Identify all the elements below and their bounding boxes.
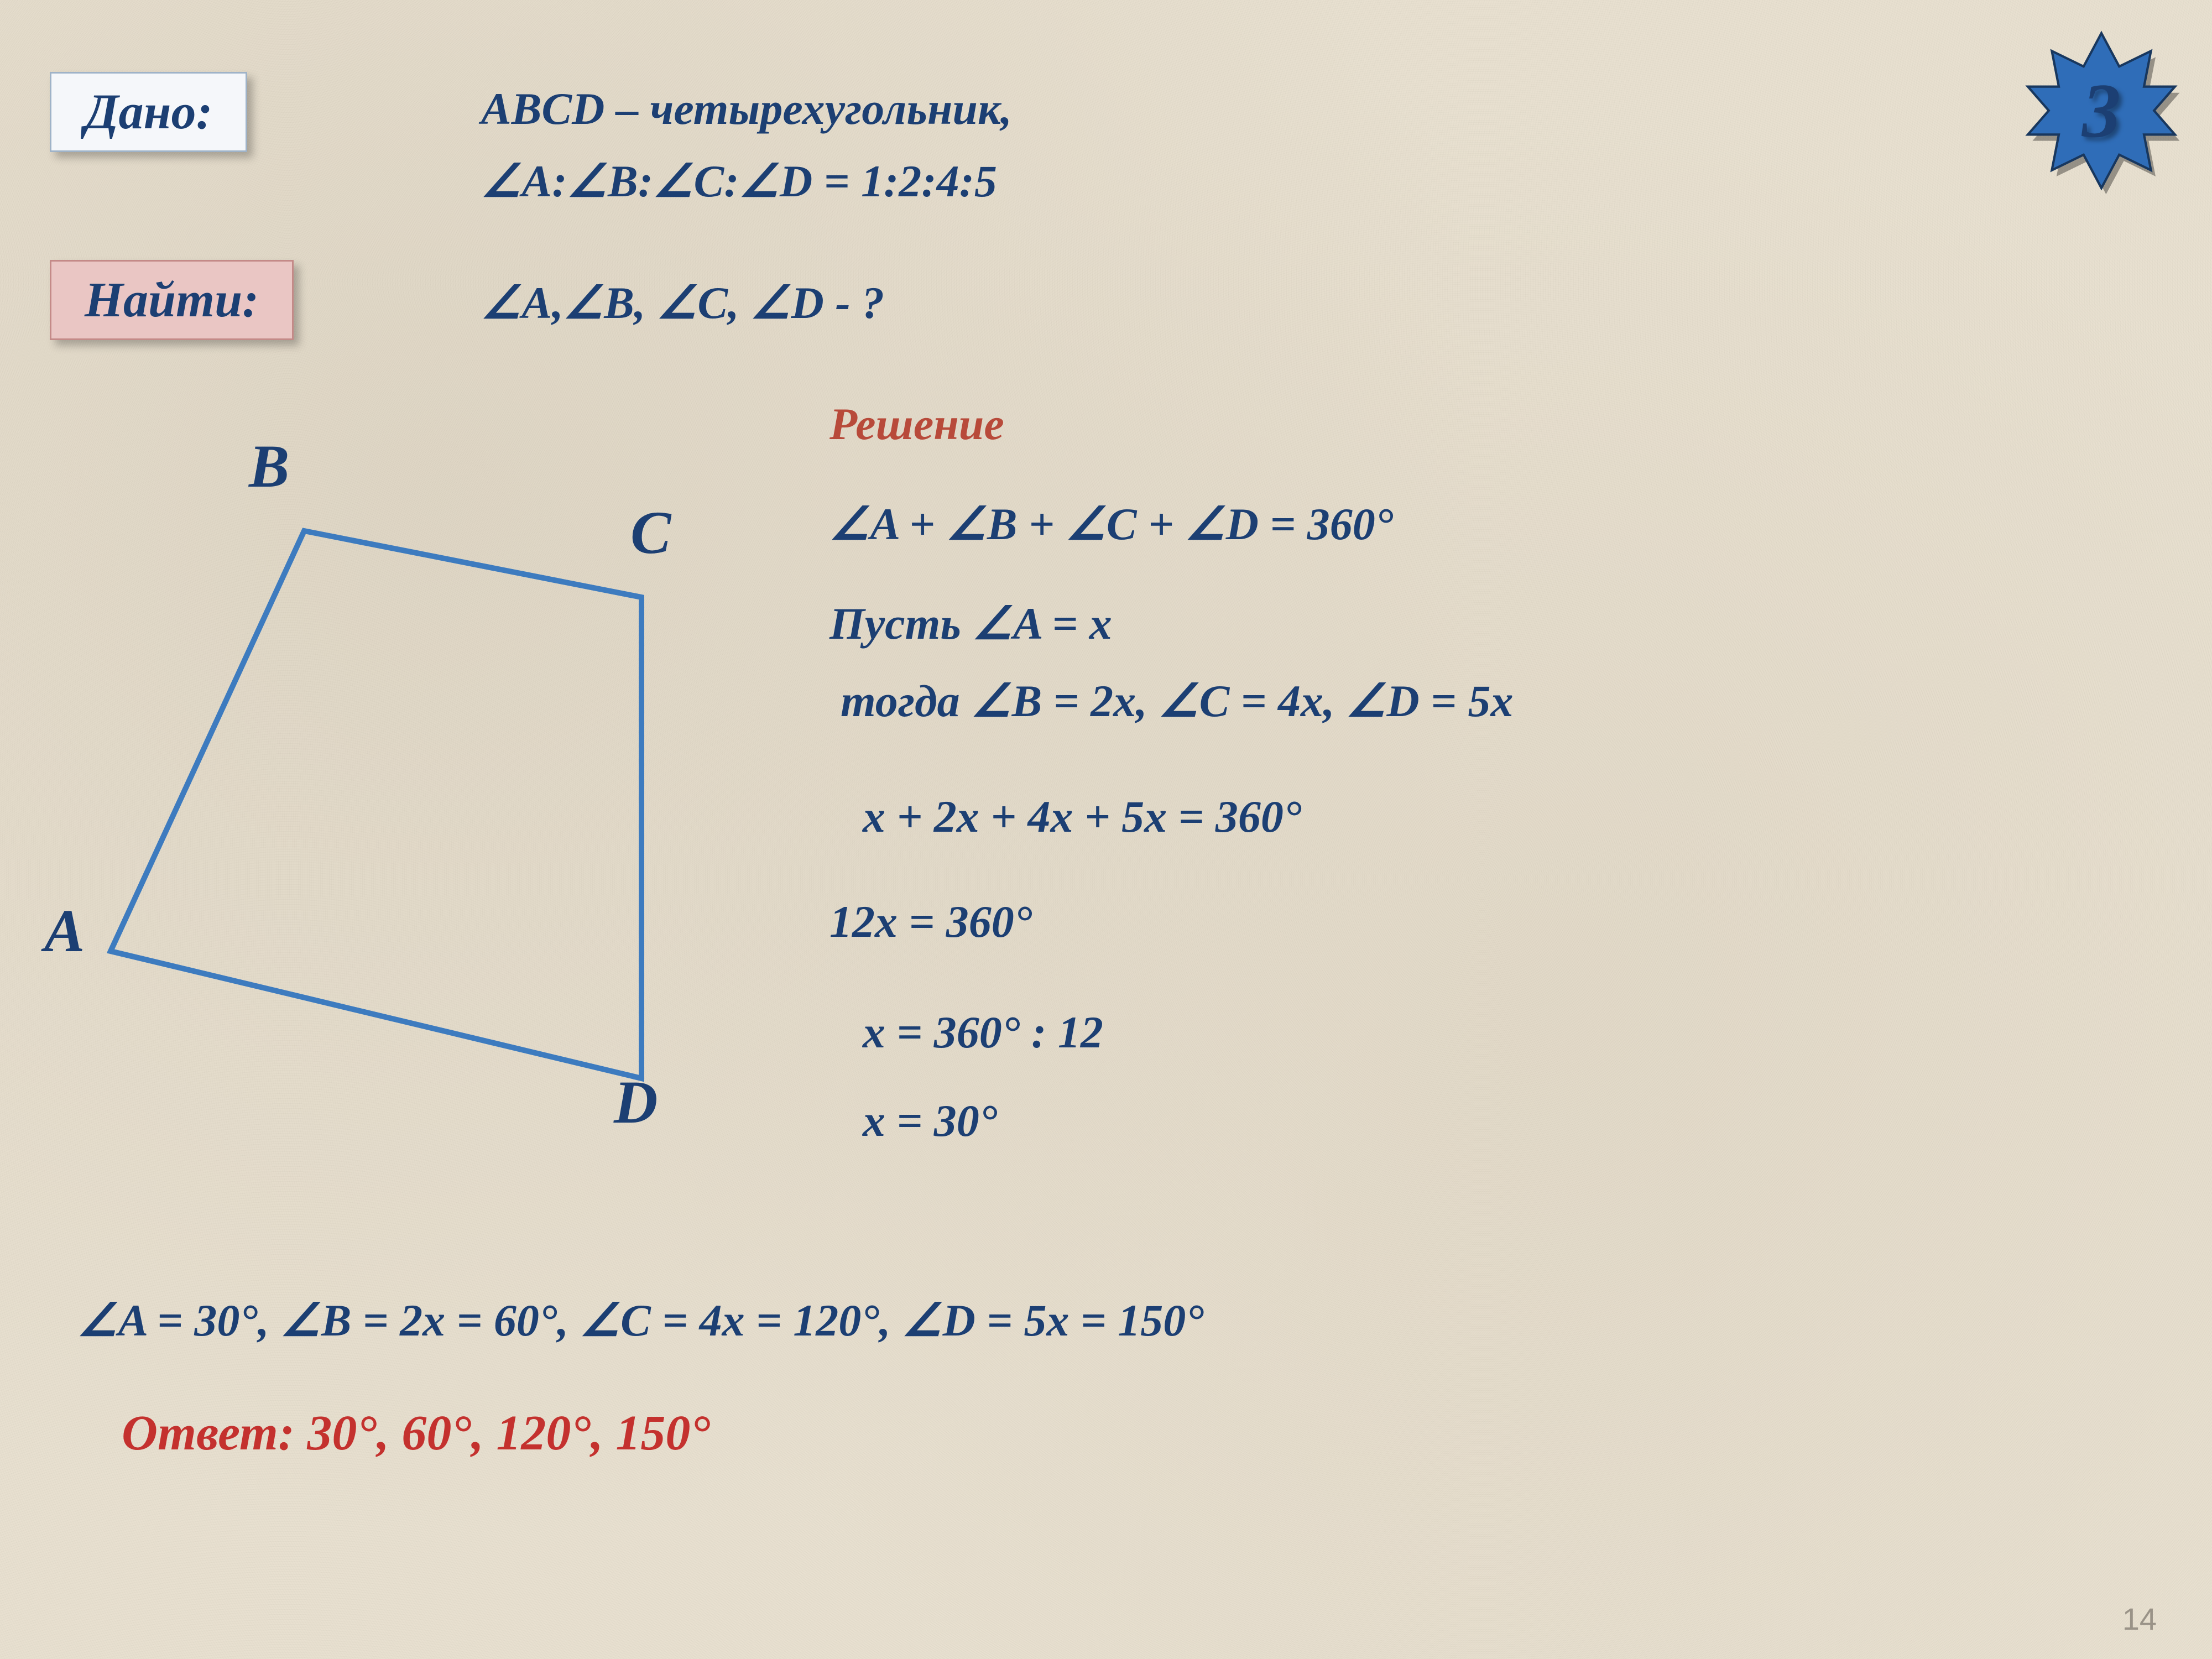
slide-number: 3 xyxy=(2024,33,2179,188)
quadrilateral-shape xyxy=(111,531,641,1078)
solution-heading: Решение xyxy=(830,398,1004,450)
find-label: Найти: xyxy=(85,273,259,327)
find-text: ∠A,∠B, ∠C, ∠D - ? xyxy=(481,276,884,329)
diagram-svg xyxy=(44,415,818,1189)
quadrilateral-diagram: A B C D xyxy=(44,415,818,1189)
solution-step-3: тогда ∠B = 2x, ∠C = 4x, ∠D = 5x xyxy=(841,675,1513,727)
given-line2: ∠A:∠B:∠C:∠D = 1:2:4:5 xyxy=(481,155,997,207)
answer-text: Ответ: 30°, 60°, 120°, 150° xyxy=(122,1405,710,1462)
solution-step-1: ∠A + ∠B + ∠C + ∠D = 360° xyxy=(830,498,1394,550)
solution-step-5: 12x = 360° xyxy=(830,896,1032,948)
vertex-b: B xyxy=(249,431,289,502)
given-line1: ABCD – четырехугольник, xyxy=(481,83,1012,135)
given-label-box: Дано: xyxy=(50,72,247,152)
solution-step-7: x = 30° xyxy=(863,1095,998,1147)
vertex-d: D xyxy=(614,1067,658,1138)
given-label: Дано: xyxy=(85,85,212,139)
slide-number-badge: 3 xyxy=(2024,33,2179,188)
page-number: 14 xyxy=(2122,1601,2157,1637)
solution-step-8: ∠A = 30°, ∠B = 2x = 60°, ∠C = 4x = 120°,… xyxy=(77,1294,1204,1347)
find-label-box: Найти: xyxy=(50,260,294,340)
solution-step-2: Пусть ∠A = x xyxy=(830,597,1112,650)
vertex-a: A xyxy=(44,896,85,966)
solution-step-6: x = 360° : 12 xyxy=(863,1006,1103,1058)
solution-step-4: x + 2x + 4x + 5x = 360° xyxy=(863,791,1302,843)
vertex-c: C xyxy=(630,498,671,568)
